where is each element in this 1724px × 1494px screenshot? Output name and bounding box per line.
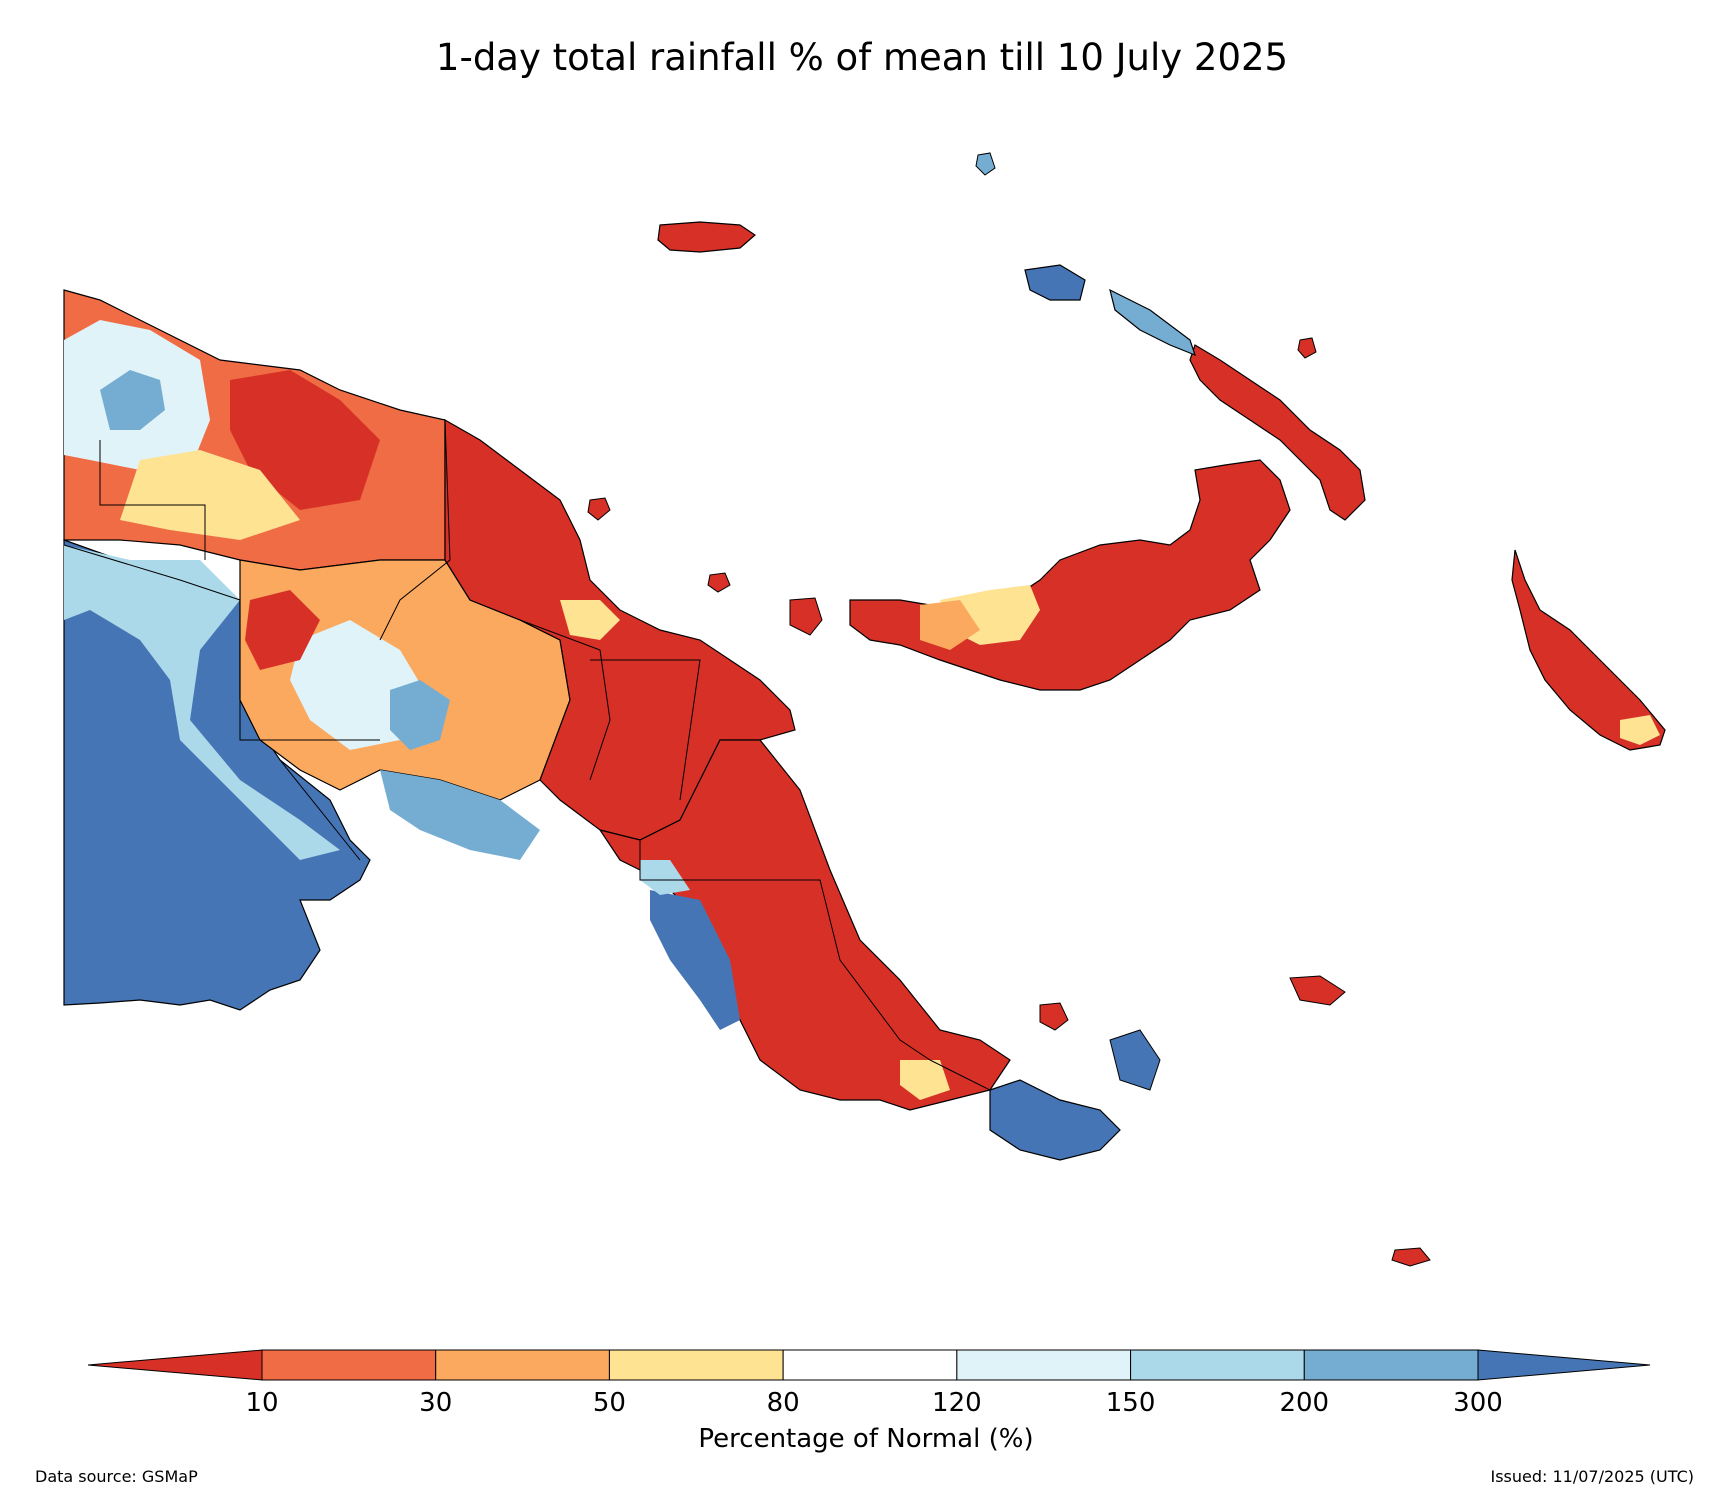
long-island [707, 572, 731, 593]
colorbar-segments [87, 1349, 1651, 1381]
umboi-island [789, 597, 823, 636]
sandaun-wet-core [100, 370, 165, 430]
highlands-red-patch [245, 590, 320, 670]
bougainville-island [1511, 549, 1666, 751]
colorbar-extend-high [1477, 1349, 1651, 1381]
manus-island [657, 221, 756, 253]
bougainville-yellow [1620, 715, 1660, 745]
gulf-coast-light [640, 860, 690, 895]
milne-bay-yellow [900, 1060, 950, 1100]
madang-yellow-patch [560, 600, 620, 640]
rainfall-map [63, 152, 1666, 1267]
data-source: Data source: GSMaP [35, 1467, 198, 1486]
colorbar-segment [782, 1349, 958, 1381]
feni-island [1297, 337, 1317, 359]
map-title: 1-day total rainfall % of mean till 10 J… [435, 36, 1289, 79]
colorbar-tick-label: 10 [245, 1388, 279, 1418]
colorbar-segment [1130, 1349, 1305, 1381]
colorbar-tick-label: 300 [1453, 1388, 1503, 1418]
colorbar-tick-label: 120 [932, 1388, 982, 1418]
sandaun-yellow-patch [120, 450, 300, 540]
colorbar-segment [261, 1349, 437, 1381]
new-ireland-wet [1024, 264, 1086, 301]
goodenough-island [1039, 1002, 1069, 1031]
colorbar-segment [1303, 1349, 1479, 1381]
colorbar-title: Percentage of Normal (%) [698, 1424, 1034, 1454]
gulf-coast-wet [650, 890, 740, 1030]
colorbar-segment [435, 1349, 610, 1381]
karkar-island [587, 497, 611, 521]
woodlark-island [1391, 1247, 1431, 1267]
province-boundaries [63, 419, 991, 1120]
new-ireland [1024, 264, 1366, 521]
dentrecasteaux-islands [1109, 1029, 1161, 1091]
colorbar-segment [956, 1349, 1132, 1381]
milne-bay-tip [989, 1079, 1121, 1161]
trobriand-island [1289, 975, 1346, 1006]
western-wet-band [64, 545, 340, 860]
new-britain [849, 459, 1291, 691]
colorbar-tick-label: 30 [419, 1388, 453, 1418]
sandaun-red-core [230, 370, 380, 510]
colorbar-tick-label: 150 [1105, 1388, 1156, 1418]
sepik-orange-patch [355, 470, 430, 550]
colorbar-tick-label: 80 [766, 1388, 800, 1418]
new-ireland-island [1189, 344, 1366, 521]
colorbar-segment [608, 1349, 784, 1381]
highlands-wet-patch [390, 680, 450, 750]
colorbar-tick-label: 200 [1279, 1388, 1330, 1418]
colorbar [87, 1349, 1651, 1381]
bougainville [1511, 549, 1666, 751]
new-ireland-light [1109, 288, 1196, 357]
issued-date: Issued: 11/07/2025 (UTC) [1490, 1467, 1694, 1486]
new-britain-orange [920, 600, 980, 650]
mussau-island [975, 152, 996, 176]
colorbar-tick-label: 50 [592, 1388, 626, 1418]
colorbar-extend-low [87, 1349, 263, 1381]
gulf-wet-region [380, 770, 540, 860]
small-islands [587, 152, 1431, 1267]
